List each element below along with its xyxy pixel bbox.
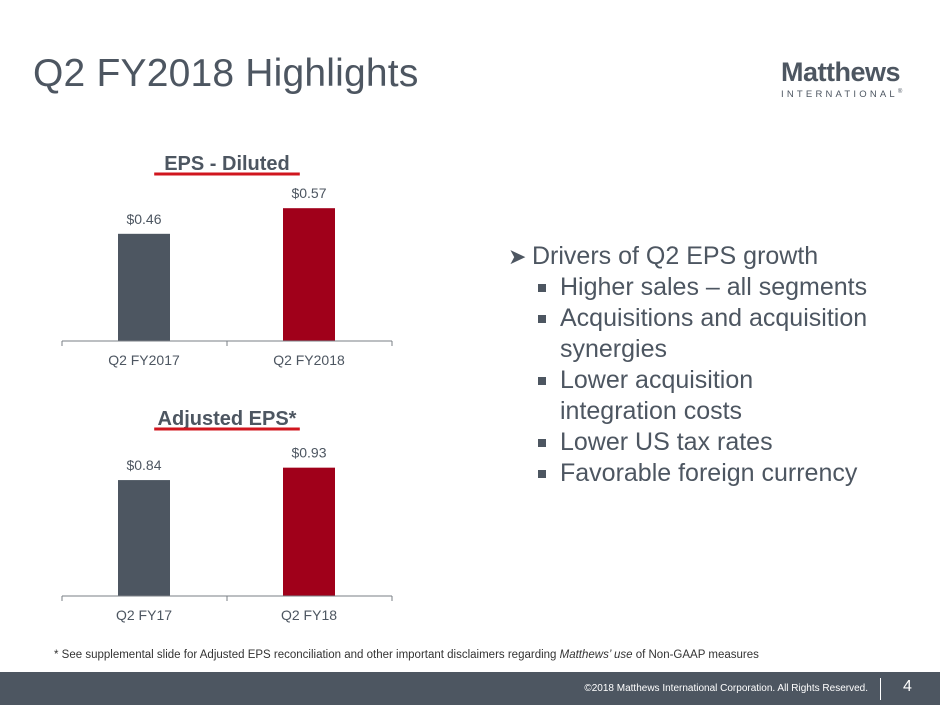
category-label: Q2 FY2018 bbox=[273, 352, 345, 368]
copyright-text: ©2018 Matthews International Corporation… bbox=[584, 683, 868, 694]
eps-drivers-list: ➤ Drivers of Q2 EPS growth Higher sales … bbox=[508, 241, 890, 489]
list-item: Lower US tax rates bbox=[538, 427, 890, 458]
footer-divider bbox=[880, 678, 881, 700]
bullet-heading-text: Drivers of Q2 EPS growth bbox=[532, 242, 819, 270]
category-label: Q2 FY2017 bbox=[108, 352, 180, 368]
square-bullet-icon bbox=[538, 470, 546, 478]
bar-q2-fy17 bbox=[118, 480, 170, 596]
logo-wordmark: Matthews bbox=[781, 57, 901, 87]
square-bullet-icon bbox=[538, 284, 546, 292]
square-bullet-icon bbox=[538, 439, 546, 447]
data-label: $0.84 bbox=[126, 457, 161, 473]
data-label: $0.46 bbox=[126, 211, 161, 227]
list-item-text: Lower US tax rates bbox=[560, 428, 773, 456]
adjusted-eps-chart: Adjusted EPS* $0.84 Q2 FY17 $0.93 Q2 FY18 bbox=[61, 408, 393, 623]
list-item-text: Lower acquisition integration costs bbox=[560, 366, 754, 425]
logo-subtitle-text: INTERNATIONAL bbox=[781, 89, 898, 101]
footer-bar: ©2018 Matthews International Corporation… bbox=[0, 672, 940, 705]
page-title: Q2 FY2018 Highlights bbox=[33, 52, 419, 95]
footnote-italic: Matthews’ use bbox=[559, 649, 633, 661]
category-label: Q2 FY18 bbox=[281, 607, 337, 623]
list-item: Acquisitions and acquisition synergies bbox=[538, 303, 890, 365]
footnote: * See supplemental slide for Adjusted EP… bbox=[54, 649, 759, 661]
list-item-text: Higher sales – all segments bbox=[560, 273, 868, 301]
eps-diluted-chart: EPS - Diluted $0.46 Q2 FY2017 $0.57 Q2 FY201… bbox=[61, 153, 393, 368]
bar-q2-fy2017 bbox=[118, 233, 170, 341]
sub-bullet-list: Higher sales – all segments Acquisitions… bbox=[508, 272, 890, 489]
list-item-text: Acquisitions and acquisition synergies bbox=[560, 304, 868, 363]
logo-subtitle: INTERNATIONAL® bbox=[781, 89, 903, 101]
bar-q2-fy18 bbox=[283, 467, 335, 596]
data-label: $0.57 bbox=[291, 185, 326, 201]
data-label: $0.93 bbox=[291, 445, 326, 461]
chart-title: EPS - Diluted bbox=[164, 153, 290, 175]
chart-title: Adjusted EPS* bbox=[158, 408, 297, 430]
list-item-text: Favorable foreign currency bbox=[560, 459, 858, 487]
square-bullet-icon bbox=[538, 377, 546, 385]
footnote-text: * See supplemental slide for Adjusted EP… bbox=[54, 649, 560, 661]
category-label: Q2 FY17 bbox=[116, 607, 172, 623]
registered-mark: ® bbox=[897, 89, 903, 95]
page-number: 4 bbox=[903, 678, 912, 695]
list-item: Higher sales – all segments bbox=[538, 272, 890, 303]
list-item: Lower acquisition integration costs bbox=[538, 365, 890, 427]
square-bullet-icon bbox=[538, 315, 546, 323]
footnote-suffix: of Non-GAAP measures bbox=[632, 649, 759, 661]
bullet-heading: ➤ Drivers of Q2 EPS growth bbox=[508, 241, 890, 272]
list-item: Favorable foreign currency bbox=[538, 458, 890, 489]
company-logo: Matthews INTERNATIONAL® bbox=[781, 57, 903, 101]
bar-q2-fy2018 bbox=[283, 208, 335, 341]
arrow-bullet-icon: ➤ bbox=[508, 244, 527, 269]
